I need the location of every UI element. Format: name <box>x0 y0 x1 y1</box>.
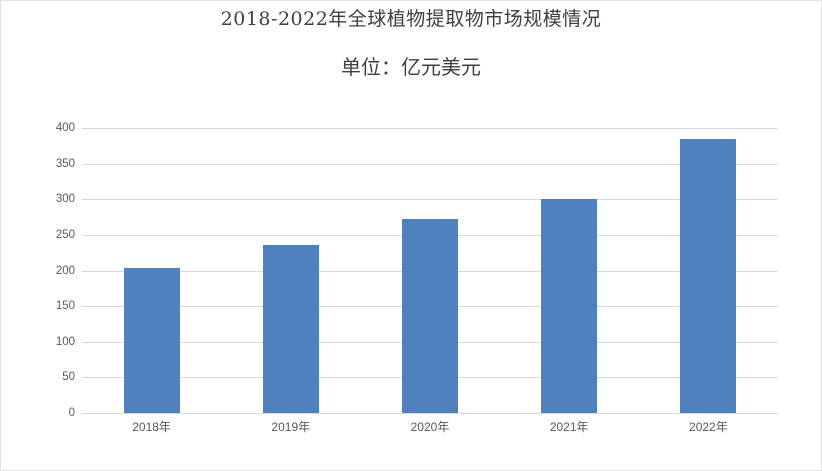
gridline-0 <box>82 413 778 414</box>
bar-2021年 <box>541 199 598 413</box>
x-tick-label-2021年: 2021年 <box>549 420 589 434</box>
x-tick-label-2019年: 2019年 <box>271 420 311 434</box>
x-tick-label-2020年: 2020年 <box>410 420 450 434</box>
gridline-400 <box>82 128 778 129</box>
y-tick-label-50: 50 <box>62 371 75 384</box>
gridline-300 <box>82 199 778 201</box>
bar-2020年 <box>402 218 458 413</box>
y-tick-label-100: 100 <box>55 335 75 348</box>
y-tick-label-250: 250 <box>55 228 75 241</box>
plot-area <box>82 128 778 414</box>
y-tick-label-0: 0 <box>68 407 75 419</box>
bar-2019年 <box>262 244 319 413</box>
y-tick-label-150: 150 <box>55 300 75 313</box>
y-tick-label-300: 300 <box>55 193 75 206</box>
bar-2022年 <box>680 138 737 413</box>
y-tick-label-200: 200 <box>55 264 75 277</box>
y-tick-label-400: 400 <box>55 122 75 134</box>
chart-title: 2018-2022年全球植物提取物市场规模情况 <box>220 8 602 30</box>
y-tick-label-350: 350 <box>55 157 75 170</box>
bar-2018年 <box>123 268 180 413</box>
gridline-350 <box>82 163 778 165</box>
chart-subtitle: 单位：亿元美元 <box>341 55 481 79</box>
x-tick-label-2018年: 2018年 <box>132 420 171 434</box>
x-tick-label-2022年: 2022年 <box>689 420 728 434</box>
